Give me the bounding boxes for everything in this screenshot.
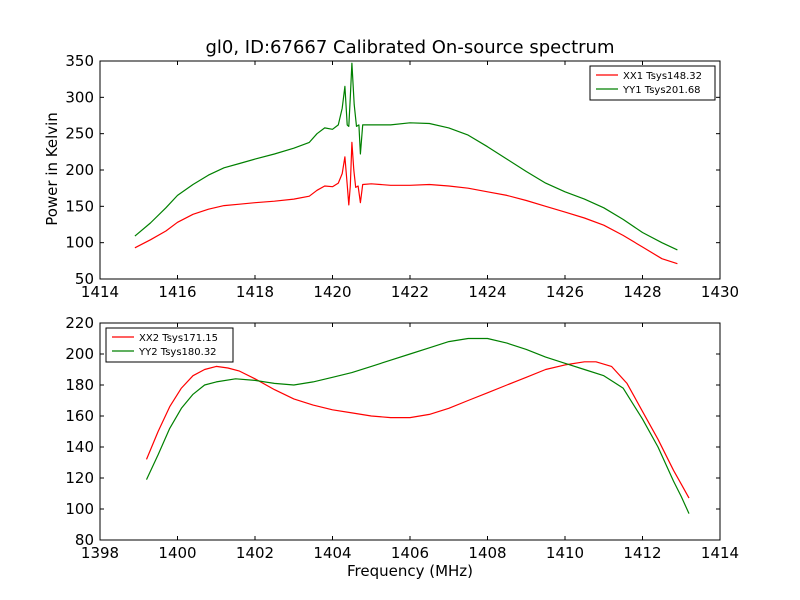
top-y-axis-label: Power in Kelvin: [43, 112, 61, 226]
x-tick-label: 1426: [546, 283, 584, 301]
y-tick-label: 300: [65, 88, 94, 106]
legend-box: [589, 65, 716, 101]
x-tick-label: 1404: [313, 544, 351, 562]
y-tick-label: 50: [75, 270, 94, 288]
y-tick-label: 150: [65, 197, 94, 215]
y-tick-label: 140: [65, 438, 94, 456]
x-tick-label: 1418: [236, 283, 274, 301]
x-tick-label: 1398: [81, 544, 119, 562]
x-tick-label: 1430: [701, 283, 739, 301]
legend-entry: XX1 Tsys148.32: [623, 71, 702, 82]
bottom-x-axis-label: Frequency (MHz): [347, 562, 473, 580]
y-tick-label: 80: [75, 531, 94, 549]
y-tick-label: 100: [65, 234, 94, 252]
y-tick-label: 250: [65, 125, 94, 143]
legend-box: [105, 327, 234, 363]
y-tick-label: 180: [65, 376, 94, 394]
legend-entry: YY2 Tsys180.32: [138, 347, 217, 358]
y-tick-label: 160: [65, 407, 94, 425]
x-tick-label: 1416: [158, 283, 196, 301]
series-line-2: [134, 62, 678, 251]
x-tick-label: 1414: [81, 283, 119, 301]
x-tick-label: 1400: [158, 544, 196, 562]
bottom-plot-area: 1398 1400 1402 1404 1406 1408 1410 1412 1414 80 10…: [65, 314, 739, 562]
bottom-spectrum-panel: 1398 1400 1402 1404 1406 1408 1410 1412 1414 80 10…: [65, 314, 739, 580]
series-line-2: [145, 337, 690, 514]
x-tick-label: 1424: [468, 283, 506, 301]
x-tick-label: 1402: [236, 544, 274, 562]
y-tick-label: 350: [65, 52, 94, 70]
chart-title: gl0, ID:67667 Calibrated On-source spect…: [205, 37, 614, 58]
x-tick-label: 1420: [313, 283, 351, 301]
top-spectrum-panel: gl0, ID:67667 Calibrated On-source spect…: [43, 37, 739, 301]
y-tick-label: 120: [65, 469, 94, 487]
top-plot-area: 1414 1416 1418 1420 1422 1424 1426 1428 1430 50 10…: [65, 52, 739, 301]
series-line-1: [145, 361, 690, 499]
legend-entry: XX2 Tsys171.15: [139, 333, 218, 344]
y-tick-label: 100: [65, 500, 94, 518]
y-tick-label: 200: [65, 345, 94, 363]
x-tick-label: 1406: [391, 544, 429, 562]
x-tick-label: 1428: [623, 283, 661, 301]
legend: XX1 Tsys148.32 YY1 Tsys201.68: [589, 65, 716, 101]
x-tick-label: 1408: [468, 544, 506, 562]
x-tick-label: 1422: [391, 283, 429, 301]
legend-entry: YY1 Tsys201.68: [622, 85, 701, 96]
y-tick-label: 220: [65, 314, 94, 332]
legend: XX2 Tsys171.15 YY2 Tsys180.32: [105, 327, 234, 363]
series-line-1: [134, 141, 678, 265]
x-tick-label: 1412: [623, 544, 661, 562]
x-tick-label: 1410: [546, 544, 584, 562]
y-tick-label: 200: [65, 161, 94, 179]
x-tick-label: 1414: [701, 544, 739, 562]
